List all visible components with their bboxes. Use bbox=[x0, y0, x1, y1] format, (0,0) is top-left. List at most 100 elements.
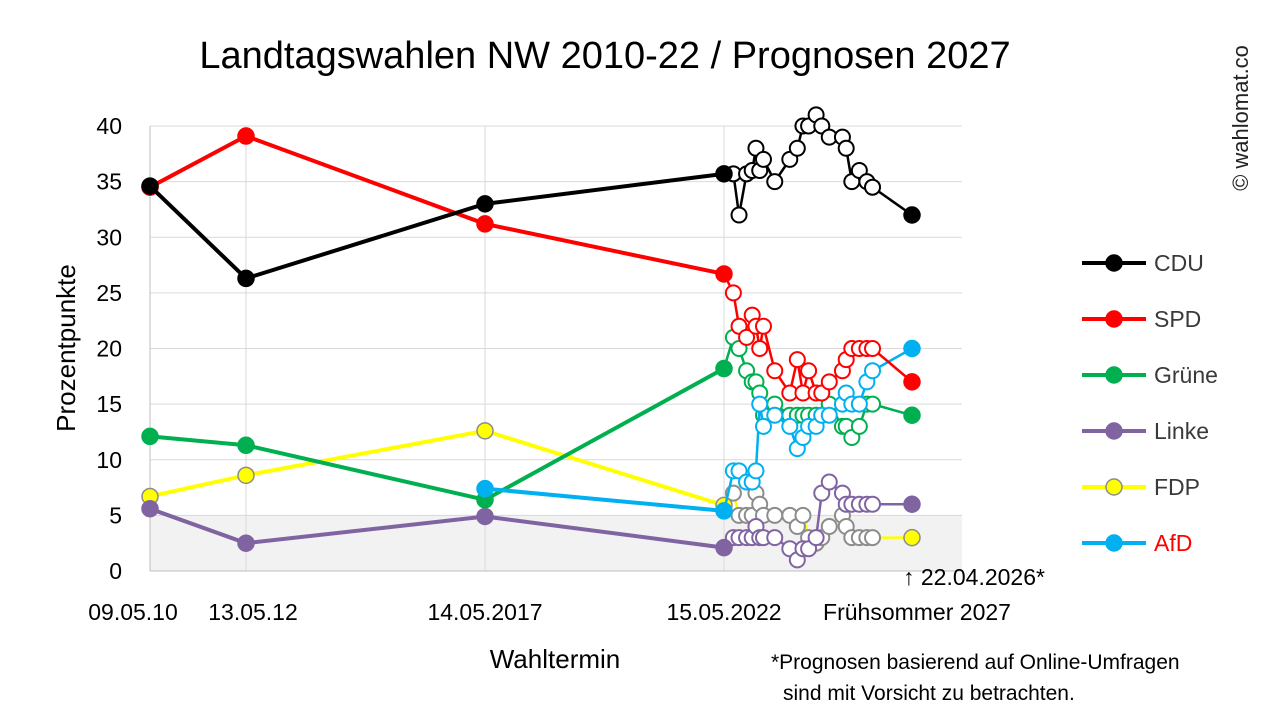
legend-marker bbox=[1105, 310, 1123, 328]
y-axis-label: Prozentpunkte bbox=[51, 264, 81, 432]
election-marker bbox=[237, 127, 255, 145]
y-tick-label: 40 bbox=[96, 113, 122, 139]
legend-marker bbox=[1105, 366, 1123, 384]
poll-marker bbox=[751, 340, 769, 357]
election-marker bbox=[476, 479, 494, 498]
poll-marker bbox=[837, 139, 855, 157]
latest-poll-marker bbox=[903, 373, 921, 391]
legend-item-fdp: FDP bbox=[1082, 474, 1200, 500]
election-marker bbox=[476, 507, 494, 526]
poll-marker bbox=[820, 473, 838, 491]
poll-marker bbox=[766, 506, 784, 524]
legend-marker bbox=[1105, 254, 1123, 272]
y-tick-labels: 0 5 10 15 20 25 30 35 40 bbox=[96, 113, 122, 584]
poll-marker bbox=[820, 518, 838, 535]
legend-label: SPD bbox=[1154, 306, 1201, 332]
x-tick-label: Frühsommer 2027 bbox=[823, 599, 1011, 625]
poll-marker bbox=[850, 417, 868, 435]
poll-marker bbox=[766, 529, 784, 547]
poll-marker bbox=[724, 284, 742, 302]
legend: CDU SPD Grüne Linke FDP AfD bbox=[1082, 250, 1218, 556]
election-marker bbox=[141, 177, 159, 195]
poll-marker bbox=[738, 328, 756, 346]
x-axis-label: Wahltermin bbox=[490, 644, 621, 674]
y-tick-label: 5 bbox=[109, 502, 122, 528]
poll-marker bbox=[820, 406, 838, 424]
y-tick-label: 15 bbox=[96, 391, 122, 417]
election-line bbox=[148, 171, 725, 281]
chart-title: Landtagswahlen NW 2010-22 / Prognosen 20… bbox=[199, 35, 1010, 77]
x-tick-labels: 09.05.10 13.05.12 14.05.2017 15.05.2022 Früh… bbox=[88, 599, 1011, 625]
poll-marker bbox=[788, 351, 806, 369]
poll-marker bbox=[864, 362, 882, 380]
y-tick-label: 35 bbox=[96, 169, 122, 195]
latest-poll-marker bbox=[903, 206, 921, 224]
poll-marker bbox=[754, 317, 772, 335]
poll-marker bbox=[850, 395, 868, 413]
copyright-text: © wahlomat.co bbox=[1228, 45, 1253, 191]
latest-poll-annotation: ↑ 22.04.2026* bbox=[903, 564, 1045, 590]
latest-poll-marker bbox=[903, 406, 921, 424]
legend-marker bbox=[1105, 422, 1123, 440]
legend-marker bbox=[1105, 478, 1123, 496]
poll-marker bbox=[864, 340, 882, 357]
election-line bbox=[149, 506, 725, 550]
election-line bbox=[484, 486, 725, 513]
x-tick-label: 15.05.2022 bbox=[666, 599, 781, 625]
election-line bbox=[149, 428, 725, 508]
x-tick-label: 14.05.2017 bbox=[427, 599, 542, 625]
poll-marker bbox=[800, 362, 818, 380]
election-line bbox=[149, 366, 725, 502]
poll-marker bbox=[747, 462, 765, 480]
footnote-line-2: sind mit Vorsicht zu betrachten. bbox=[783, 682, 1075, 705]
poll-marker bbox=[864, 178, 882, 196]
series-afd bbox=[476, 339, 921, 520]
poll-marker bbox=[754, 150, 772, 168]
legend-marker bbox=[1105, 534, 1123, 552]
election-marker bbox=[237, 436, 255, 455]
election-marker bbox=[715, 538, 733, 557]
series-spd bbox=[141, 127, 921, 402]
x-tick-label: 13.05.12 bbox=[208, 599, 298, 625]
poll-marker bbox=[766, 173, 784, 191]
legend-label: AfD bbox=[1154, 530, 1192, 556]
election-marker bbox=[141, 427, 159, 446]
election-line bbox=[149, 133, 725, 276]
y-tick-label: 25 bbox=[96, 280, 122, 306]
legend-label: CDU bbox=[1154, 250, 1204, 276]
election-marker bbox=[715, 359, 733, 378]
election-marker bbox=[237, 269, 255, 288]
election-marker bbox=[715, 265, 733, 283]
election-marker bbox=[715, 502, 733, 520]
poll-marker bbox=[864, 495, 882, 513]
y-tick-label: 30 bbox=[96, 224, 122, 250]
poll-marker bbox=[794, 506, 812, 524]
y-tick-label: 20 bbox=[96, 336, 122, 362]
y-tick-label: 10 bbox=[96, 447, 122, 473]
legend-item-cdu: CDU bbox=[1082, 250, 1204, 276]
series-cdu bbox=[141, 106, 921, 288]
legend-label: Grüne bbox=[1154, 362, 1218, 388]
election-marker bbox=[237, 534, 255, 552]
poll-marker bbox=[864, 529, 882, 547]
legend-item-spd: SPD bbox=[1082, 306, 1201, 332]
poll-marker bbox=[820, 373, 838, 391]
poll-marker bbox=[807, 529, 825, 547]
poll-marker bbox=[781, 417, 799, 435]
latest-poll-marker bbox=[903, 339, 921, 358]
election-marker bbox=[476, 215, 494, 233]
x-tick-label: 09.05.10 bbox=[88, 599, 178, 625]
election-marker bbox=[141, 499, 159, 518]
election-marker bbox=[715, 165, 733, 183]
poll-marker bbox=[788, 139, 806, 157]
poll-marker bbox=[730, 206, 748, 224]
legend-label: Linke bbox=[1154, 418, 1209, 444]
poll-marker bbox=[766, 406, 784, 424]
legend-label: FDP bbox=[1154, 474, 1200, 500]
latest-poll-marker bbox=[903, 528, 921, 547]
election-marker bbox=[476, 422, 494, 440]
poll-marker bbox=[766, 362, 784, 380]
y-tick-label: 0 bbox=[109, 558, 122, 584]
election-marker bbox=[476, 195, 494, 213]
